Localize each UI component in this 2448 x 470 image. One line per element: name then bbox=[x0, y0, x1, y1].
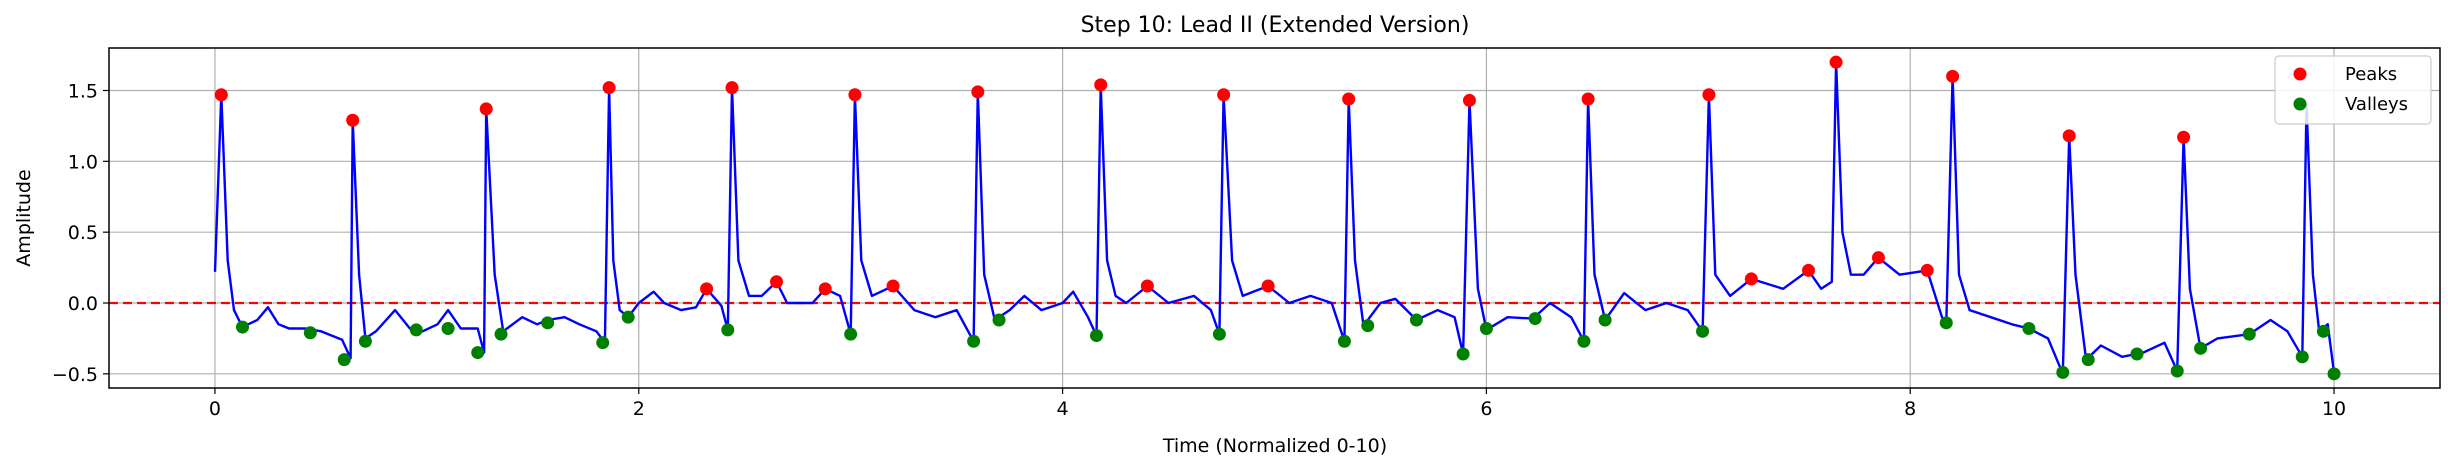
valley-marker bbox=[621, 310, 635, 324]
valley-marker bbox=[1456, 347, 1470, 361]
valley-marker bbox=[1696, 324, 1710, 338]
legend: Peaks Valleys bbox=[2274, 55, 2432, 125]
valley-marker bbox=[541, 316, 555, 330]
valley-marker bbox=[1361, 319, 1375, 333]
legend-valleys-label: Valleys bbox=[2345, 94, 2408, 115]
peak-marker bbox=[848, 88, 862, 102]
markers bbox=[214, 55, 2341, 381]
peak-marker bbox=[1802, 263, 1816, 277]
valley-marker bbox=[2081, 353, 2095, 367]
valley-marker bbox=[2170, 364, 2184, 378]
peak-marker bbox=[886, 279, 900, 293]
valley-marker bbox=[409, 323, 423, 337]
valley-marker bbox=[2242, 327, 2256, 341]
valley-marker bbox=[471, 346, 485, 360]
peak-marker bbox=[479, 102, 493, 116]
valley-marker bbox=[303, 326, 317, 340]
x-axis-label: Time (Normalized 0-10) bbox=[1162, 435, 1387, 457]
plot-frame bbox=[108, 47, 2441, 389]
peak-marker bbox=[346, 113, 360, 127]
valley-marker bbox=[596, 336, 610, 350]
valley-marker bbox=[494, 327, 508, 341]
peak-marker bbox=[1261, 279, 1275, 293]
legend-box bbox=[2274, 55, 2432, 125]
valley-marker bbox=[967, 334, 981, 348]
x-tick-label: 8 bbox=[1904, 398, 1916, 420]
chart-title: Step 10: Lead II (Extended Version) bbox=[1081, 13, 1470, 38]
peak-marker bbox=[770, 275, 784, 289]
x-tick-label: 2 bbox=[633, 398, 645, 420]
peak-marker bbox=[1871, 251, 1885, 265]
peak-marker bbox=[1462, 93, 1476, 107]
peak-marker bbox=[1946, 69, 1960, 83]
valley-marker bbox=[236, 320, 250, 334]
legend-valleys-marker bbox=[2293, 97, 2307, 111]
peak-marker bbox=[1140, 279, 1154, 293]
peak-marker bbox=[818, 282, 832, 296]
peak-marker bbox=[1581, 92, 1595, 106]
y-tick-label: 1.0 bbox=[68, 151, 98, 173]
valley-marker bbox=[844, 327, 858, 341]
y-tick-label: 1.5 bbox=[68, 81, 98, 103]
legend-peaks-label: Peaks bbox=[2345, 64, 2397, 85]
valley-marker bbox=[2295, 350, 2309, 364]
valley-marker bbox=[441, 322, 455, 335]
valley-marker bbox=[1337, 334, 1351, 348]
valley-marker bbox=[721, 323, 735, 337]
valley-marker bbox=[2194, 341, 2208, 355]
peak-marker bbox=[1744, 272, 1758, 286]
peak-marker bbox=[1829, 55, 1843, 69]
peak-marker bbox=[1342, 92, 1356, 106]
valley-marker bbox=[1577, 334, 1591, 348]
valley-marker bbox=[992, 313, 1006, 327]
x-tick-label: 0 bbox=[209, 398, 221, 420]
valley-marker bbox=[1528, 312, 1542, 326]
peak-marker bbox=[725, 81, 739, 95]
x-tick-label: 4 bbox=[1057, 398, 1069, 420]
valley-marker bbox=[2316, 324, 2330, 338]
valley-marker bbox=[2022, 322, 2036, 335]
peak-marker bbox=[1702, 88, 1716, 102]
plot-area bbox=[109, 48, 2440, 388]
valley-marker bbox=[1089, 329, 1103, 343]
peak-marker bbox=[971, 85, 985, 99]
valley-marker bbox=[1212, 327, 1226, 341]
y-tick-label: 0.0 bbox=[68, 293, 98, 315]
grid-lines bbox=[109, 48, 2440, 388]
x-tick-label: 6 bbox=[1480, 398, 1492, 420]
valley-marker bbox=[2056, 365, 2070, 379]
peak-marker bbox=[214, 88, 228, 102]
y-tick-label: 0.5 bbox=[68, 222, 98, 244]
y-tick-label: −0.5 bbox=[52, 364, 98, 386]
axis-ticks: 0 2 4 6 8 10 −0.5 0.0 0.5 1.0 1.5 bbox=[52, 81, 2346, 421]
valley-marker bbox=[337, 353, 351, 367]
peak-marker bbox=[1094, 78, 1108, 92]
valley-marker bbox=[1939, 316, 1953, 330]
peak-marker bbox=[602, 81, 616, 95]
valley-marker bbox=[358, 334, 372, 348]
valley-marker bbox=[2130, 347, 2144, 361]
legend-peaks-marker bbox=[2293, 67, 2307, 81]
y-axis-label: Amplitude bbox=[13, 169, 35, 266]
peak-marker bbox=[2177, 130, 2191, 144]
x-tick-label: 10 bbox=[2322, 398, 2346, 420]
peak-marker bbox=[700, 282, 714, 296]
valley-marker bbox=[1409, 313, 1423, 327]
peak-marker bbox=[1920, 263, 1934, 277]
valley-marker bbox=[1598, 313, 1612, 327]
peak-marker bbox=[2062, 129, 2076, 143]
valley-marker bbox=[1479, 322, 1493, 335]
peak-marker bbox=[1217, 88, 1231, 102]
valley-marker bbox=[2327, 367, 2341, 381]
